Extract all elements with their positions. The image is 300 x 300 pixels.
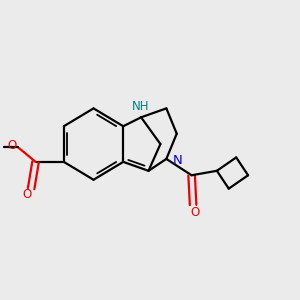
Text: NH: NH	[132, 100, 150, 112]
Text: O: O	[22, 188, 31, 201]
Text: N: N	[173, 154, 182, 167]
Text: O: O	[8, 139, 17, 152]
Text: O: O	[190, 206, 199, 219]
